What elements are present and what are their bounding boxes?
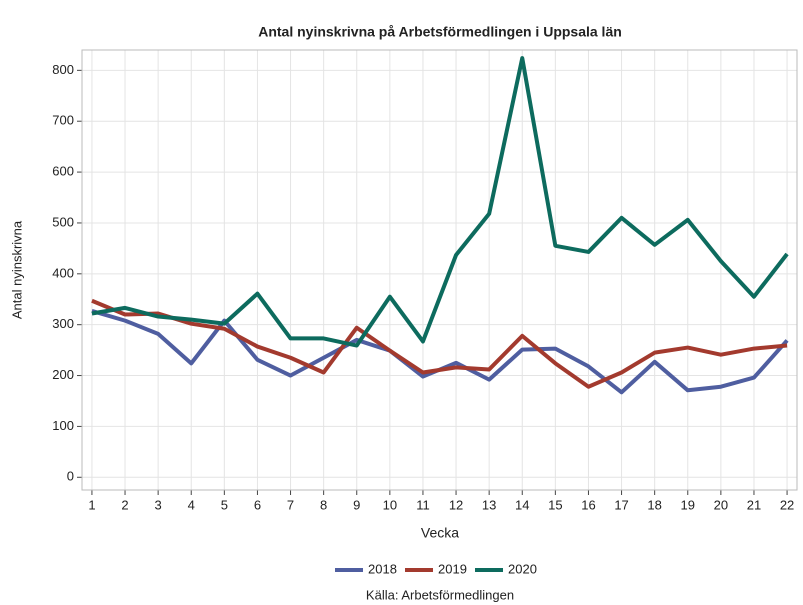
- x-tick-label: 13: [482, 497, 496, 512]
- line: [91, 56, 789, 348]
- y-tick-label: 200: [52, 367, 74, 382]
- x-tick-label: 2: [121, 497, 128, 512]
- x-tick-label: 15: [548, 497, 562, 512]
- y-tick-label: 100: [52, 418, 74, 433]
- x-tick-label: 8: [320, 497, 327, 512]
- chart-title: Antal nyinskrivna på Arbetsförmedlingen …: [258, 24, 622, 40]
- y-tick-label: 400: [52, 265, 74, 280]
- legend-label: 2018: [368, 561, 397, 576]
- x-tick-label: 18: [647, 497, 661, 512]
- line: [91, 298, 788, 389]
- legend-label: 2019: [438, 561, 467, 576]
- x-tick-label: 19: [681, 497, 695, 512]
- y-tick-label: 500: [52, 214, 74, 229]
- x-axis-label: Vecka: [421, 525, 459, 541]
- x-tick-label: 12: [449, 497, 463, 512]
- y-tick-label: 700: [52, 113, 74, 128]
- y-tick-label: 600: [52, 164, 74, 179]
- x-tick-label: 7: [287, 497, 294, 512]
- x-tick-label: 17: [614, 497, 628, 512]
- legend-label: 2020: [508, 561, 537, 576]
- x-tick-label: 5: [221, 497, 228, 512]
- x-tick-label: 20: [714, 497, 728, 512]
- x-tick-label: 4: [188, 497, 195, 512]
- y-tick-label: 0: [67, 469, 74, 484]
- plot-frame: [81, 49, 798, 491]
- x-tick-label: 21: [747, 497, 761, 512]
- y-tick-label: 800: [52, 62, 74, 77]
- x-tick-label: 1: [88, 497, 95, 512]
- x-tick-label: 11: [416, 497, 430, 512]
- x-tick-label: 9: [353, 497, 360, 512]
- x-tick-label: 6: [254, 497, 261, 512]
- source: Källa: Arbetsförmedlingen: [366, 587, 514, 602]
- x-tick-label: 14: [515, 497, 529, 512]
- x-tick-label: 3: [155, 497, 162, 512]
- x-tick-label: 22: [780, 497, 794, 512]
- y-axis-label: Antal nyinskrivna: [9, 220, 24, 319]
- x-tick-label: 16: [581, 497, 595, 512]
- y-tick-label: 300: [52, 316, 74, 331]
- x-tick-label: 10: [383, 497, 397, 512]
